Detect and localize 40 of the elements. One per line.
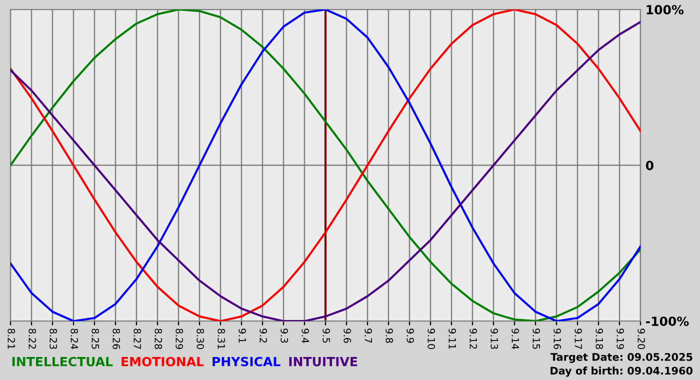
x-tick-label: 8.26 [112,328,120,350]
x-tick-label: 8.31 [218,328,226,349]
x-tick-label: 9.3 [280,328,288,343]
x-tick-label: 9.6 [344,328,352,343]
x-tick-label: 8.30 [196,328,204,350]
x-tick-label: 9.9 [406,328,414,343]
x-tick-label: 8.27 [134,328,142,349]
x-tick-label: 9.5 [322,328,330,343]
x-tick-label: 8.21 [8,328,16,349]
text: INTELLECTUAL [12,356,113,366]
x-tick-label: 8.23 [50,328,58,349]
y-tick-label: 100% [646,4,684,14]
text: Day of birth: 09.04.1960 [550,366,693,377]
x-tick-label: 9.1 [238,328,246,343]
x-tick-label: 9.8 [386,328,394,343]
x-tick-label: 9.12 [470,328,478,349]
x-tick-label: 9.11 [448,328,456,349]
x-tick-label: 8.28 [154,328,162,350]
text: INTUITIVE [289,357,358,366]
x-tick-label: 9.13 [490,328,498,349]
x-tick-label: 9.14 [512,328,520,350]
x-tick-label: 9.10 [428,328,436,350]
x-tick-label: 9.7 [364,328,372,343]
x-tick-label: 8.29 [176,328,184,350]
x-tick-label: 9.2 [260,328,268,343]
text: PHYSICAL [212,356,280,366]
y-tick-label: 0 [646,160,654,170]
x-tick-label: 9.15 [532,328,540,349]
text: Target Date: 09.05.2025 [550,353,692,363]
x-tick-label: 9.16 [554,328,562,350]
x-tick-label: 8.24 [70,328,78,350]
x-tick-label: 9.17 [574,328,582,349]
text: EMOTIONAL [122,356,204,366]
y-tick-label: -100% [646,316,689,326]
x-tick-label: 9.19 [616,328,624,350]
x-tick-label: 9.18 [596,328,604,350]
x-tick-label: 9.20 [638,328,646,350]
x-tick-label: 8.25 [92,328,100,349]
x-tick-label: 9.4 [302,328,310,343]
x-tick-label: 8.22 [28,328,36,349]
